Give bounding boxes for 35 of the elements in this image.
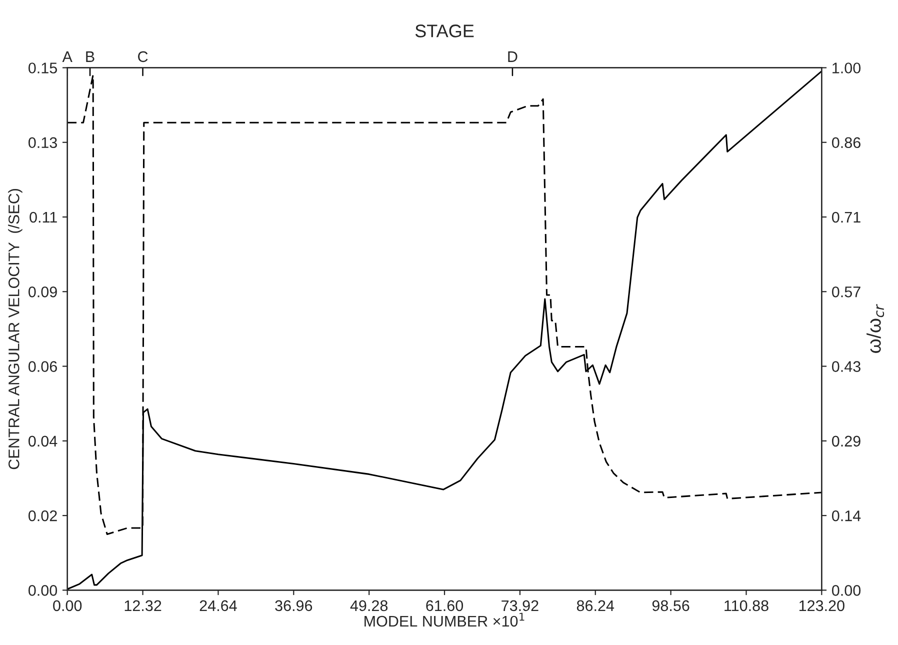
x-tick-label: 123.20 <box>799 600 844 612</box>
ref-line-label: D <box>508 51 518 62</box>
y-tick-label: 0.04 <box>28 436 58 447</box>
x-tick-label: 36.96 <box>275 600 312 612</box>
x-tick-label: 110.88 <box>724 600 768 612</box>
y2-tick-label: 0.14 <box>832 510 861 522</box>
y-tick-label: 0.09 <box>28 286 57 298</box>
x-tick-label: 73.92 <box>502 600 538 612</box>
y-tick-label: 0.13 <box>28 137 57 148</box>
x-tick-label: 12.32 <box>124 600 162 612</box>
y2-tick-label: 0.71 <box>832 212 860 223</box>
y-tick-label: 0.00 <box>28 585 58 596</box>
y2-tick-label: 0.00 <box>832 585 861 596</box>
ref-line-label: C <box>138 51 148 62</box>
ref-line-label: B <box>86 51 94 62</box>
x-tick-label: 98.56 <box>652 600 690 612</box>
y-axis-title: CENTRAL ANGULAR VELOCITY (/SEC) <box>8 188 22 470</box>
x-tick-label: 24.64 <box>200 600 237 612</box>
y-tick-label: 0.15 <box>28 62 57 74</box>
x-tick-label: 61.60 <box>426 600 464 612</box>
y2-tick-label: 0.57 <box>832 286 860 298</box>
y-tick-label: 0.02 <box>28 510 57 522</box>
x-tick-label: 0.00 <box>53 600 82 612</box>
y2-tick-label: 0.29 <box>832 436 860 447</box>
y2-axis-title: ω/ω$_{cr}$ <box>866 304 884 353</box>
x-tick-label: 49.28 <box>350 600 388 612</box>
ref-line-label: A <box>62 51 72 62</box>
y-tick-label: 0.11 <box>30 212 57 223</box>
y2-tick-label: 1.00 <box>832 62 861 74</box>
y2-tick-label: 0.86 <box>832 137 860 148</box>
y2-tick-label: 0.43 <box>832 361 860 372</box>
x-tick-label: 86.24 <box>576 600 614 612</box>
chart-title: STAGE <box>415 24 474 38</box>
x-axis-title: MODEL NUMBER ×10$^{1}$ <box>364 612 524 627</box>
y-tick-label: 0.06 <box>28 361 57 372</box>
